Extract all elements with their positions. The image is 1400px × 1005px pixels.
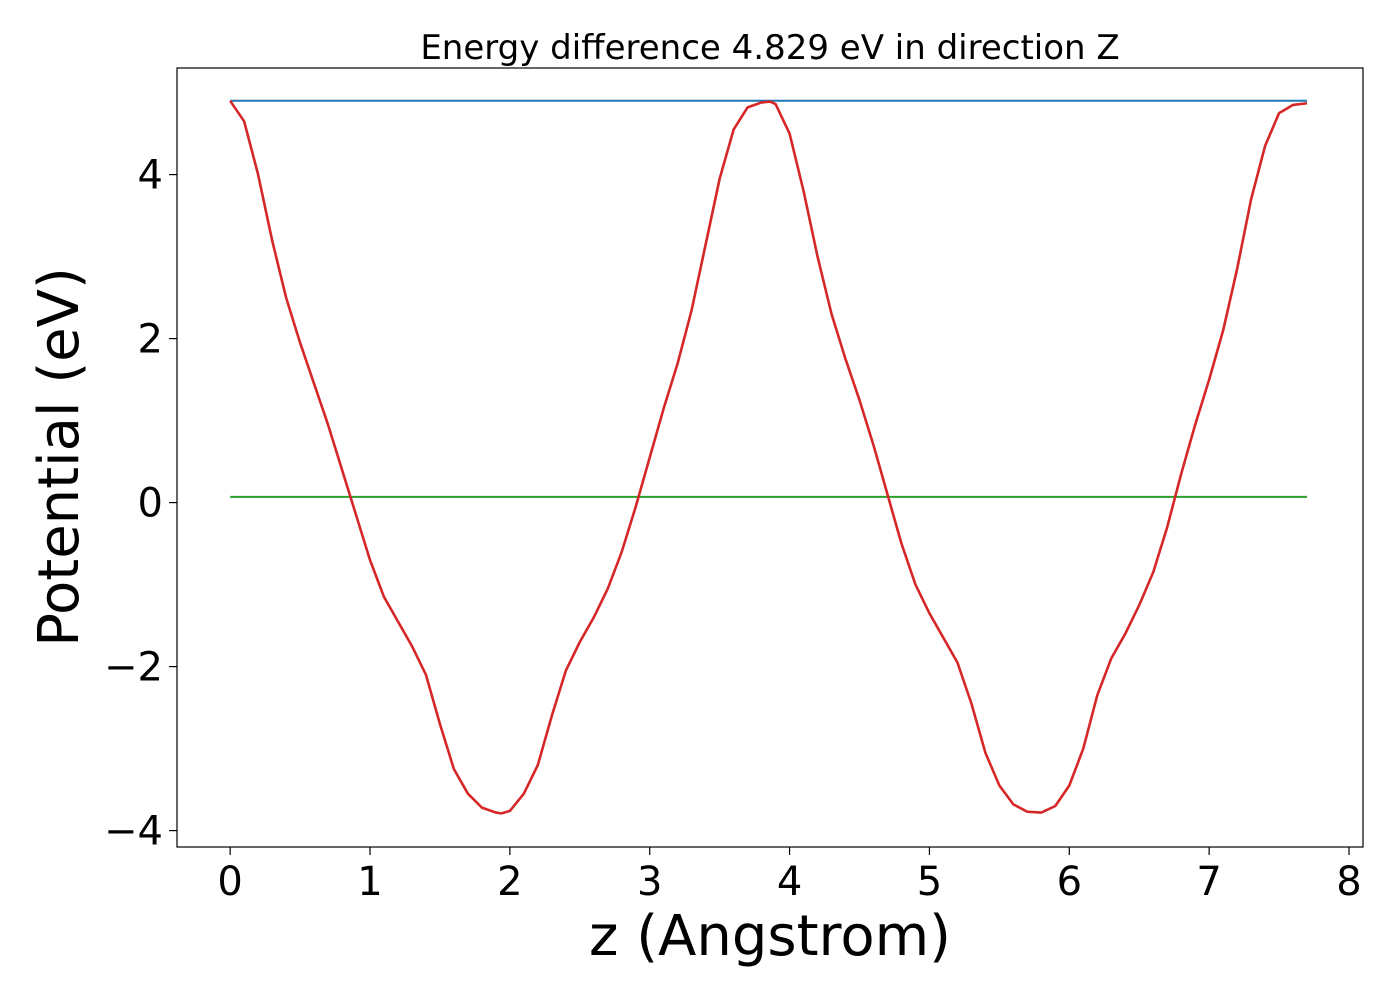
y-axis-label: Potential (eV) xyxy=(27,267,92,647)
y-tick-label: 0 xyxy=(138,481,163,527)
chart-title: Energy difference 4.829 eV in direction … xyxy=(420,28,1119,68)
x-axis-label: z (Angstrom) xyxy=(589,904,951,969)
x-tick-label: 2 xyxy=(497,859,522,905)
y-tick-label: −2 xyxy=(104,645,163,691)
x-tick-label: 8 xyxy=(1336,859,1361,905)
y-tick-label: −4 xyxy=(104,809,163,855)
y-tick-label: 2 xyxy=(138,317,163,363)
x-axis-ticks: 0 1 2 3 4 5 6 7 8 xyxy=(217,847,1362,905)
plot-frame xyxy=(176,67,1364,848)
series-layer xyxy=(229,99,1308,815)
x-tick-label: 1 xyxy=(357,859,382,905)
x-tick-label: 7 xyxy=(1196,859,1221,905)
x-tick-label: 0 xyxy=(217,859,242,905)
y-tick-label: 4 xyxy=(138,153,163,199)
x-tick-label: 5 xyxy=(917,859,942,905)
x-tick-label: 6 xyxy=(1057,859,1082,905)
potential-curve-line xyxy=(229,100,1308,815)
x-tick-label: 3 xyxy=(637,859,662,905)
x-tick-label: 4 xyxy=(777,859,802,905)
y-axis-ticks: −4 −2 0 2 4 xyxy=(104,153,177,855)
